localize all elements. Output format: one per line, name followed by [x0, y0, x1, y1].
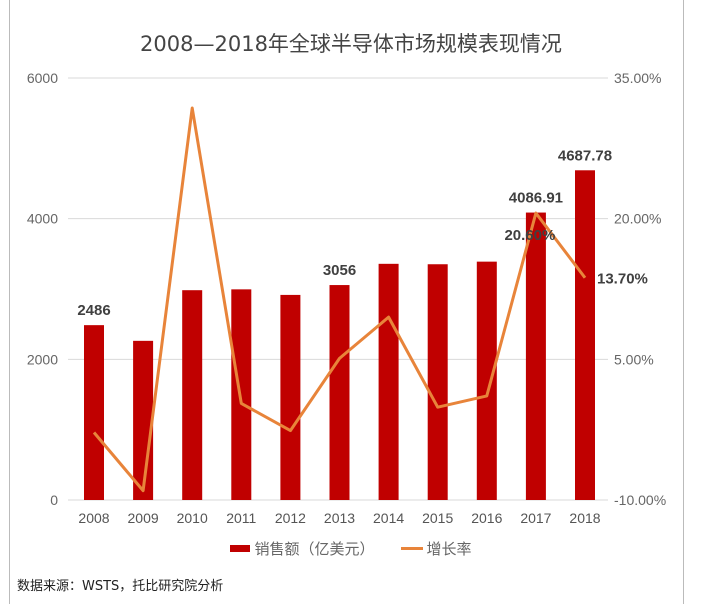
- legend-label-sales: 销售额（亿美元）: [254, 540, 375, 558]
- bar-2016: [476, 261, 497, 500]
- bar-2012: [280, 294, 301, 500]
- left-tick-label: 0: [50, 492, 58, 508]
- x-tick-label: 2013: [324, 510, 355, 526]
- bar-data-label: 2486: [77, 302, 110, 319]
- left-tick-label: 4000: [27, 211, 58, 227]
- bar-2017: [525, 212, 546, 500]
- legend-swatch-line: [400, 547, 423, 550]
- line-data-label: 13.70%: [597, 271, 648, 288]
- x-tick-label: 2010: [177, 510, 208, 526]
- legend-label-growth: 增长率: [426, 540, 472, 558]
- bar-2018: [575, 170, 595, 501]
- legend-item-growth: 增长率: [400, 538, 472, 559]
- x-tick-label: 2009: [128, 510, 159, 526]
- x-tick-label: 2015: [422, 510, 453, 526]
- bar-data-label: 3056: [323, 262, 356, 279]
- bar-2014: [378, 263, 399, 500]
- x-tick-label: 2008: [78, 510, 109, 526]
- right-tick-label: 35.00%: [614, 70, 661, 86]
- bar-data-label: 4687.78: [558, 147, 612, 164]
- right-tick-label: 5.00%: [614, 351, 654, 367]
- x-tick-label: 2018: [569, 510, 600, 526]
- source-note: 数据来源：WSTS，托比研究院分析: [17, 579, 224, 594]
- x-tick-label: 2011: [226, 510, 256, 526]
- bar-2015: [427, 264, 448, 500]
- x-tick-label: 2014: [373, 510, 404, 526]
- legend: 销售额（亿美元） 增长率: [0, 538, 702, 559]
- left-tick-label: 6000: [27, 70, 58, 86]
- chart-title: 2008—2018年全球半导体市场规模表现情况: [140, 32, 562, 56]
- x-tick-label: 2016: [471, 510, 502, 526]
- bar-2009: [133, 340, 154, 500]
- right-tick-label: 20.00%: [614, 211, 661, 227]
- bar-2008: [84, 325, 104, 500]
- bar-data-label: 4086.91: [509, 190, 563, 207]
- right-tick-label: -10.00%: [614, 492, 666, 508]
- bar-2010: [182, 290, 203, 500]
- left-tick-label: 2000: [27, 351, 58, 367]
- x-tick-label: 2012: [275, 510, 306, 526]
- legend-swatch-bar: [230, 545, 251, 552]
- chart-frame: [9, 0, 684, 604]
- bar-2013: [329, 285, 350, 500]
- line-data-label: 20.60%: [504, 227, 555, 244]
- legend-item-sales: 销售额（亿美元）: [230, 538, 375, 559]
- x-tick-label: 2017: [520, 510, 551, 526]
